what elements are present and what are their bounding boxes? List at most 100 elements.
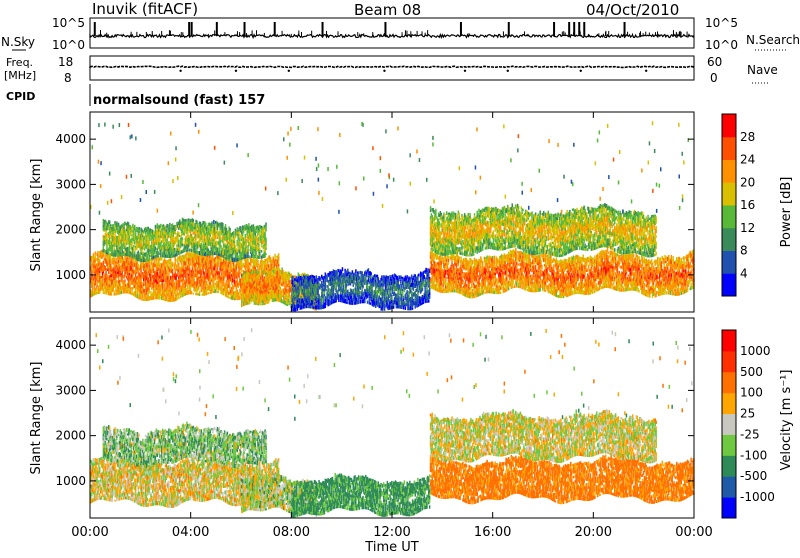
echo-cell — [205, 223, 207, 227]
echo-cell — [251, 274, 253, 277]
echo-cell — [242, 234, 244, 237]
echo-cell — [220, 237, 222, 240]
echo-cell — [178, 227, 180, 230]
echo-cell — [157, 251, 159, 255]
echo-cell — [109, 235, 111, 238]
echo-cell — [246, 246, 248, 248]
echo-cell — [236, 267, 238, 270]
echo-cell — [161, 257, 163, 260]
echo-cell — [325, 283, 327, 287]
echo-cell — [132, 241, 134, 244]
echo-cell — [162, 268, 164, 271]
echo-cell — [183, 275, 185, 278]
echo-cell — [168, 274, 170, 277]
echo-cell — [148, 261, 150, 265]
echo-cell — [195, 237, 197, 240]
echo-cell — [150, 291, 152, 294]
echo-cell — [108, 272, 110, 274]
echo-cell — [249, 282, 251, 285]
echo-cell — [102, 275, 104, 278]
echo-cell — [297, 300, 299, 302]
echo-cell — [286, 287, 288, 289]
echo-cell — [207, 257, 209, 261]
freq-left-tick-bottom: 8 — [64, 71, 72, 85]
echo-cell — [108, 252, 110, 255]
echo-cell — [113, 290, 115, 292]
echo-cell — [138, 264, 140, 267]
echo-cell — [280, 279, 282, 282]
echo-cell — [178, 263, 180, 265]
echo-cell — [219, 250, 221, 254]
echo-cell — [237, 252, 239, 255]
echo-cell — [134, 254, 136, 257]
echo-cell — [255, 267, 257, 270]
echo-cell — [304, 306, 306, 309]
echo-cell — [130, 285, 132, 287]
echo-cell — [106, 293, 108, 295]
echo-cell — [237, 292, 239, 297]
echo-cell — [107, 280, 109, 283]
echo-cell — [319, 296, 321, 299]
echo-cell — [176, 290, 178, 293]
echo-cell — [135, 273, 137, 277]
echo-cell — [240, 249, 242, 252]
echo-cell — [324, 294, 326, 296]
echo-cell — [337, 291, 339, 293]
echo-cell — [218, 291, 220, 293]
echo-cell — [175, 231, 177, 235]
echo-cell — [139, 298, 141, 300]
echo-cell — [191, 291, 193, 294]
echo-cell — [134, 251, 136, 254]
echo-cell — [264, 290, 266, 293]
echo-cell — [278, 264, 280, 266]
echo-cell — [220, 240, 222, 242]
freq-panel-frame — [90, 56, 694, 80]
nsky-spike — [94, 22, 96, 36]
echo-cell — [154, 252, 156, 254]
echo-cell — [323, 299, 325, 301]
echo-cell — [265, 238, 267, 243]
echo-cell — [130, 281, 132, 285]
echo-cell — [257, 271, 259, 274]
echo-cell — [255, 252, 257, 255]
echo-cell — [92, 274, 94, 278]
echo-cell — [131, 234, 133, 236]
echo-cell — [148, 291, 150, 294]
echo-cell — [265, 226, 267, 230]
echo-cell — [197, 282, 199, 286]
echo-cell — [226, 257, 228, 260]
echo-cell — [253, 291, 255, 294]
echo-cell — [163, 270, 165, 272]
echo-cell — [119, 280, 121, 283]
echo-cell — [113, 234, 115, 236]
echo-cell — [178, 270, 180, 273]
echo-cell — [105, 274, 107, 278]
echo-cell — [163, 224, 165, 226]
echo-cell — [124, 282, 126, 285]
echo-cell — [109, 237, 111, 240]
nsky-panel-frame — [90, 18, 694, 48]
echo-cell — [147, 267, 149, 269]
echo-cell — [266, 292, 268, 294]
echo-cell — [148, 249, 150, 252]
echo-cell — [199, 291, 201, 294]
echo-cell — [114, 257, 116, 260]
echo-cell — [280, 287, 282, 290]
echo-cell — [335, 285, 337, 289]
nsky-spike — [583, 22, 585, 36]
echo-cell — [262, 276, 264, 279]
echo-cell — [289, 295, 291, 298]
echo-cell — [206, 292, 208, 295]
echo-cell — [191, 249, 193, 252]
echo-cell — [208, 264, 210, 266]
echo-cell — [172, 271, 174, 275]
echo-cell — [250, 263, 252, 267]
echo-cell — [169, 280, 171, 283]
echo-cell — [110, 224, 112, 226]
echo-cell — [211, 268, 213, 272]
nave-right-tick-bottom: 0 — [710, 71, 718, 85]
echo-cell — [246, 239, 248, 242]
echo-cell — [166, 251, 168, 255]
echo-cell — [276, 282, 278, 285]
power-heatmap — [90, 121, 695, 311]
